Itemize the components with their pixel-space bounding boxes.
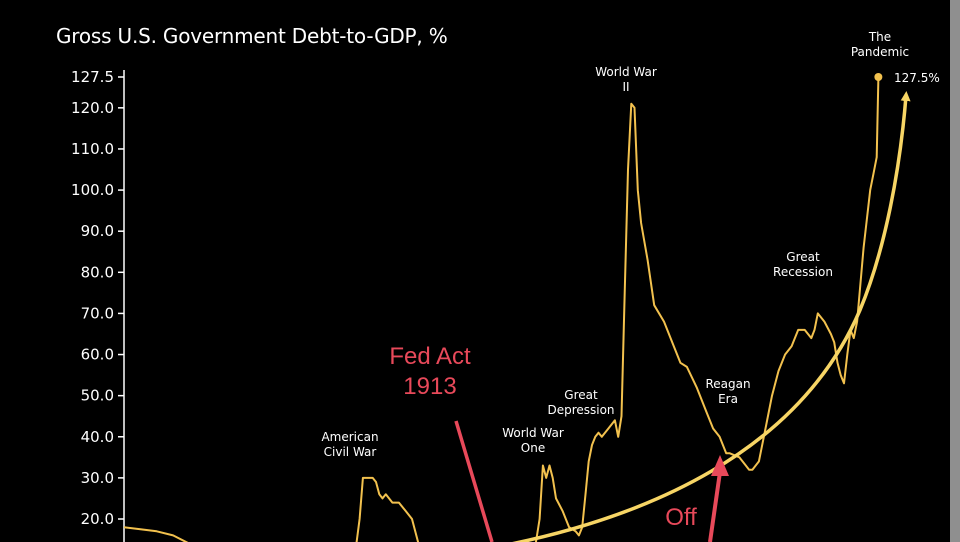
y-tick-label: 90.0 [81,222,114,240]
y-tick-label: 100.0 [71,181,114,199]
y-tick-label: 40.0 [81,428,114,446]
annotation-world-war-one: World War [502,426,564,440]
y-tick-label: 120.0 [71,99,114,117]
annotation-civil-war: Civil War [324,445,377,459]
y-tick-label: 80.0 [81,263,114,281]
off-gold-label: Off [665,504,697,531]
annotation-great-depression: Depression [547,403,614,417]
annotation-pandemic: Pandemic [851,45,909,59]
annotation-great-recession: Great [786,250,820,264]
annotation-world-war-one: One [521,441,545,455]
y-tick-label: 127.5 [71,68,114,86]
fed-act-label: 1913 [403,373,456,400]
chart-title: Gross U.S. Government Debt-to-GDP, % [56,24,448,48]
annotation-reagan-era: Reagan [705,377,750,391]
annotation-reagan-era: Era [718,392,738,406]
end-value-label: 127.5% [894,71,940,85]
off-gold-arrow-line [708,471,722,542]
annotation-world-war-ii: II [622,80,629,94]
fed-act-pointer-line [454,420,494,542]
annotation-world-war-ii: World War [595,65,657,79]
off-gold-arrowhead [711,455,729,476]
fed-act-label: Fed Act [389,343,471,370]
y-tick-label: 50.0 [81,387,114,405]
annotation-great-recession: Recession [773,265,833,279]
annotation-civil-war: American [321,430,378,444]
y-tick-label: 60.0 [81,346,114,364]
y-tick-label: 30.0 [81,469,114,487]
window-edge [950,0,960,542]
y-tick-label: 70.0 [81,304,114,322]
series-line [123,76,880,542]
annotation-pandemic: The [868,30,891,44]
annotation-great-depression: Great [564,388,598,402]
y-tick-label: 20.0 [81,510,114,528]
trend-arrow [511,91,911,542]
end-point-marker [874,73,883,81]
y-tick-label: 110.0 [71,140,114,158]
